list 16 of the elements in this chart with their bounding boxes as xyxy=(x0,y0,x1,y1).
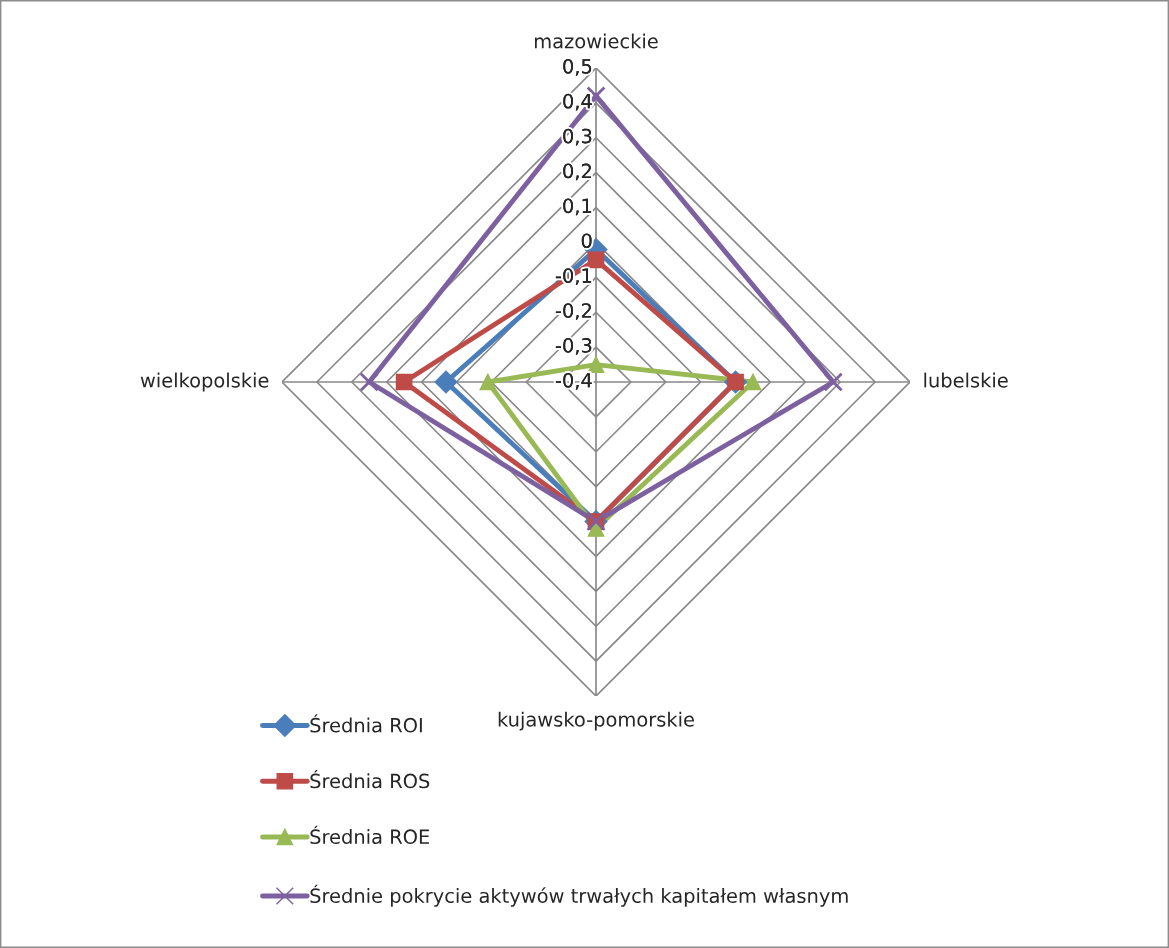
y-tick-label: -0,3 xyxy=(555,338,592,355)
y-tick-label: 0,2 xyxy=(563,163,591,181)
legend-label: Średnie pokrycie aktywów trwałych kapitałem własnym xyxy=(310,884,848,907)
spoke-label: wielkopolskie xyxy=(140,372,269,392)
legend-label: Średnia ROI xyxy=(310,714,422,733)
y-tick-label: 0,3 xyxy=(563,128,592,146)
y-tick-label: 0,5 xyxy=(563,58,592,76)
y-tick-label: 0 xyxy=(581,233,592,249)
spoke-label: kujawsko-pomorskie xyxy=(498,711,694,731)
y-tick-label: -0,4 xyxy=(555,372,592,390)
y-tick-label: 0,1 xyxy=(563,198,592,216)
y-tick-label: -0,2 xyxy=(555,303,591,320)
spoke-label: mazowieckie xyxy=(534,33,658,49)
legend-label: Średnia ROS xyxy=(310,770,430,789)
spoke-label: lubelskie xyxy=(924,372,1008,388)
legend-label: Średnia ROE xyxy=(310,825,430,845)
